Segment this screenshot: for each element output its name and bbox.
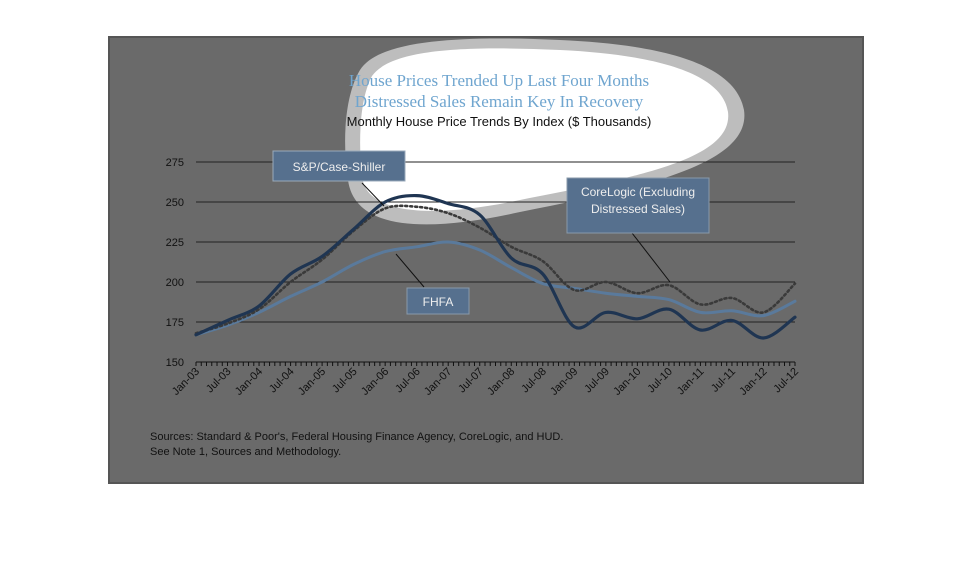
fhfa-callout-pointer [395, 253, 425, 288]
x-tick-label-Jul-04: Jul-04 [267, 366, 297, 396]
x-tick-label-Jan-06: Jan-06 [359, 366, 391, 398]
y-axis-ticks: 150 175 200 225 250 275 [166, 157, 184, 369]
fhfa-callout-label: FHFA [423, 295, 454, 309]
x-tick-label-Jul-10: Jul-10 [645, 366, 675, 396]
corelogic-callout-pointer [631, 232, 671, 283]
x-tick-label-Jan-05: Jan-05 [296, 366, 328, 398]
x-tick-label-Jul-11: Jul-11 [709, 366, 738, 395]
case-shiller-callout-label: S&P/Case-Shiller [293, 160, 386, 174]
case-shiller-callout-pointer [361, 182, 385, 207]
x-tick-label-Jan-03: Jan-03 [170, 366, 202, 398]
series-lines [194, 193, 797, 340]
title-highlight-inner [360, 48, 729, 211]
x-axis-ticks: Jan-03 Jul-03 Jan-04 Jul-04 Jan-05 Jul-05 Jan-… [170, 361, 801, 398]
y-tick-label-150: 150 [166, 357, 184, 369]
x-tick-label-Jan-09: Jan-09 [548, 366, 580, 398]
fhfa-callout-box [406, 287, 470, 315]
sources-line2: See Note 1, Sources and Methodology. [150, 446, 342, 458]
sources-line1: Sources: Standard & Poor's, Federal Hous… [150, 431, 564, 443]
corelogic-callout-label-line1: CoreLogic (Excluding [581, 185, 695, 199]
corelogic-callout-label-line2: Distressed Sales) [591, 202, 685, 216]
y-tick-label-225: 225 [166, 237, 184, 249]
x-tick-label-Jul-12: Jul-12 [771, 366, 801, 396]
y-tick-label-250: 250 [166, 197, 184, 209]
x-tick-label-Jul-05: Jul-05 [330, 366, 360, 396]
series-line-s-p-case-shiller [194, 193, 797, 340]
x-tick-label-Jan-12: Jan-12 [737, 366, 769, 398]
chart-subtitle: Monthly House Price Trends By Index ($ T… [347, 114, 652, 129]
y-tick-label-175: 175 [166, 317, 184, 329]
x-tick-label-Jul-07: Jul-07 [456, 366, 486, 396]
x-tick-label-Jul-03: Jul-03 [204, 366, 234, 396]
series-line-fhfa [194, 240, 797, 337]
case-shiller-callout-box [272, 150, 406, 182]
x-tick-label-Jul-09: Jul-09 [582, 366, 612, 396]
x-tick-label-Jan-04: Jan-04 [233, 366, 265, 398]
sources-note: Sources: Standard & Poor's, Federal Hous… [150, 430, 563, 460]
x-tick-label-Jul-08: Jul-08 [519, 366, 549, 396]
x-tick-label-Jan-08: Jan-08 [485, 366, 517, 398]
y-tick-label-200: 200 [166, 277, 184, 289]
corelogic-callout-box [566, 177, 710, 234]
x-tick-label-Jan-07: Jan-07 [422, 366, 454, 398]
y-tick-label-275: 275 [166, 157, 184, 169]
chart-title: House Prices Trended Up Last Four Months [349, 71, 649, 90]
x-tick-label-Jul-06: Jul-06 [393, 366, 423, 396]
chart-title-line2: Distressed Sales Remain Key In Recovery [355, 92, 644, 111]
x-tick-label-Jan-11: Jan-11 [675, 366, 707, 398]
x-tick-label-Jan-10: Jan-10 [611, 366, 643, 398]
